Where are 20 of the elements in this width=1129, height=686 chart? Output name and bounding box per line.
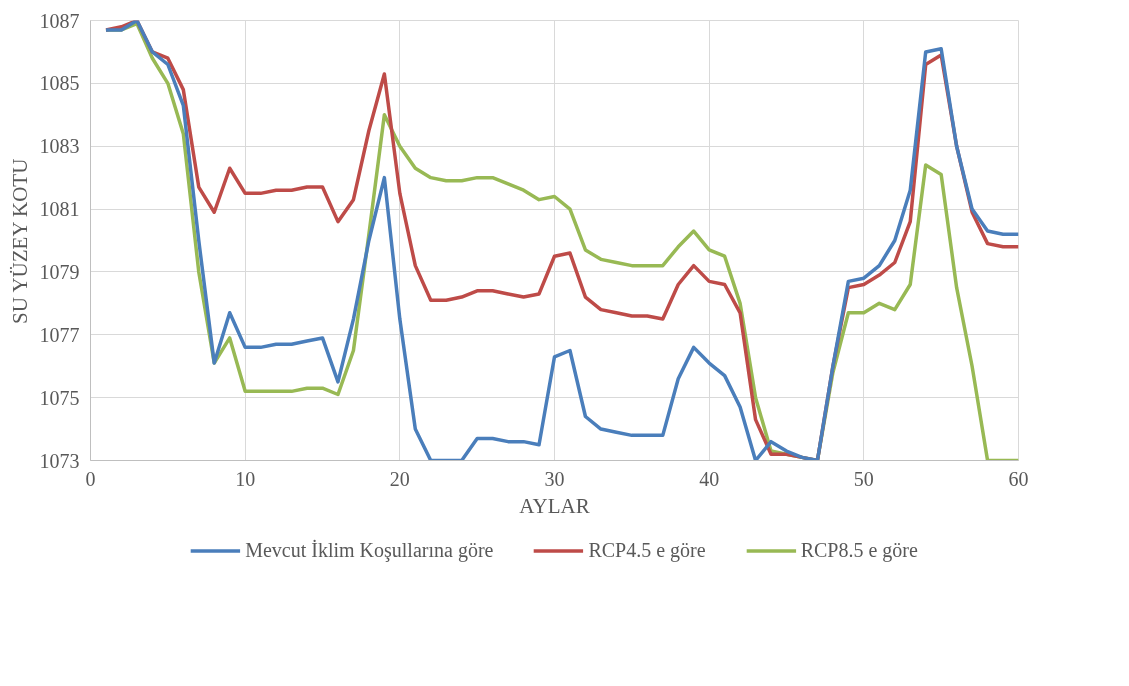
y-tick-label: 1083 <box>39 135 80 158</box>
y-tick-label: 1079 <box>39 260 80 283</box>
x-tick-label: 50 <box>853 467 874 490</box>
x-tick-label: 60 <box>1008 467 1029 490</box>
y-axis-title: SU YÜZEY KOTU <box>7 158 32 324</box>
y-tick-label: 1087 <box>39 9 80 32</box>
legend-label: Mevcut İklim Koşullarına göre <box>245 538 494 562</box>
legend-label: RCP4.5 e göre <box>588 538 706 562</box>
y-tick-label: 1073 <box>39 449 80 472</box>
x-tick-label: 20 <box>389 467 410 490</box>
y-tick-label: 1085 <box>39 72 80 95</box>
y-tick-label: 1077 <box>39 323 80 346</box>
x-tick-label: 30 <box>544 467 565 490</box>
legend-label: RCP8.5 e göre <box>800 538 918 562</box>
x-tick-label: 0 <box>85 467 96 490</box>
y-tick-label: 1075 <box>39 386 80 409</box>
x-tick-label: 40 <box>699 467 720 490</box>
x-axis-title: AYLAR <box>519 493 590 518</box>
x-tick-label: 10 <box>235 467 256 490</box>
y-tick-label: 1081 <box>39 198 80 221</box>
